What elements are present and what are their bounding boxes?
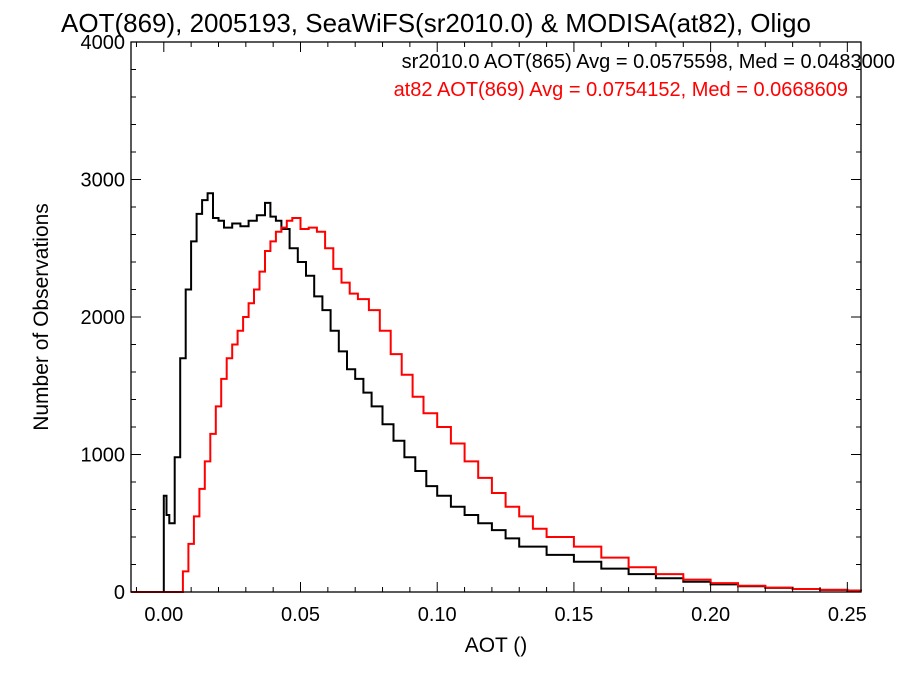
legend-entry-black: sr2010.0 AOT(865) Avg = 0.0575598, Med =…	[402, 51, 895, 73]
plot-frame	[130, 41, 862, 593]
x-tick-label: 0.15	[554, 604, 593, 626]
x-tick-label: 0.10	[418, 604, 457, 626]
x-tick-label: 0.25	[828, 604, 867, 626]
y-tick-label: 3000	[81, 170, 126, 192]
series-line-0	[131, 192, 862, 593]
y-axis-label: Number of Observations	[30, 203, 53, 431]
x-axis-label: AOT ()	[465, 634, 528, 657]
y-tick-label: 2000	[81, 307, 126, 329]
ticks-layer: 0.00 0.05 0.10 0.15 0.20 0.25 0 1000 2000 3000 400…	[81, 32, 867, 626]
y-tick-label: 4000	[81, 32, 126, 54]
y-tick-label: 0	[114, 582, 125, 604]
chart-title: AOT(869), 2005193, SeaWiFS(sr2010.0) & M…	[61, 8, 811, 38]
y-tick-label: 1000	[81, 445, 126, 467]
series-layer	[131, 192, 862, 593]
x-tick-label: 0.05	[281, 604, 320, 626]
x-tick-label: 0.20	[691, 604, 730, 626]
series-line-1	[131, 217, 862, 593]
x-tick-label: 0.00	[144, 604, 183, 626]
legend-entry-red: at82 AOT(869) Avg = 0.0754152, Med = 0.0…	[394, 79, 848, 101]
